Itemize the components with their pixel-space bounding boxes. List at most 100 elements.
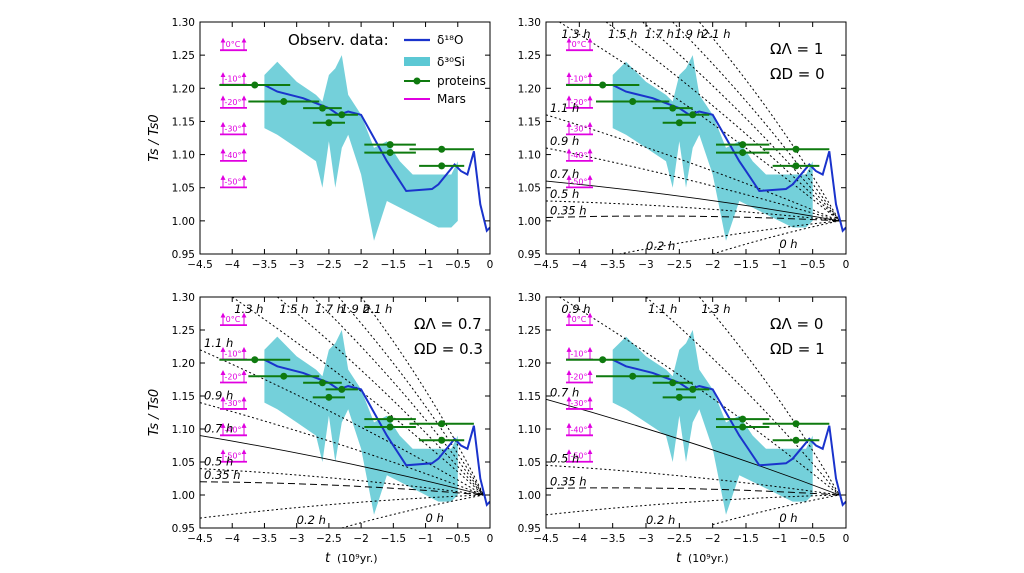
mars-label: -20° xyxy=(224,98,241,107)
curve-label: 1.1 h xyxy=(550,101,579,115)
x-tick-label: −4.5 xyxy=(533,533,559,545)
protein-point xyxy=(792,145,800,153)
protein-point xyxy=(438,436,446,444)
protein-point xyxy=(438,145,446,153)
panel-top-right: 0°C -10° -20° -30° -40° -50° 2.1 h1.9 h1.7 h 1.… xyxy=(518,17,850,271)
theory-curve xyxy=(200,435,484,496)
y-tick-label: 1.00 xyxy=(518,490,541,502)
mars-label: -20° xyxy=(570,98,587,107)
protein-point xyxy=(675,119,683,127)
protein-point xyxy=(599,81,607,89)
theory-curve xyxy=(605,22,840,222)
y-tick-label: 1.10 xyxy=(172,424,195,436)
y-tick-label: 1.30 xyxy=(518,292,541,304)
x-tick-label: −4 xyxy=(224,533,240,545)
x-tick-label: −1.5 xyxy=(381,259,407,271)
x-tick-label: −4.5 xyxy=(533,259,559,271)
x-axis-label-symbol: t xyxy=(325,551,331,566)
panel-plot-area: 0°C -10° -20° -30° -40° -50° xyxy=(200,297,490,528)
panel-plot-area: 0°C -10° -20° -30° -40° -50° xyxy=(546,297,846,526)
protein-point xyxy=(251,356,259,364)
x-tick-label: −2.5 xyxy=(667,533,693,545)
curve-label: 0.5 h xyxy=(550,451,579,465)
x-tick-label: −3 xyxy=(289,259,304,271)
protein-point xyxy=(669,379,677,387)
protein-point xyxy=(739,149,747,157)
x-tick-label: −4 xyxy=(224,259,240,271)
curve-label: 1.1 h xyxy=(204,336,233,350)
x-tick-label: −4.5 xyxy=(187,259,213,271)
panel-bottom-left: 0°C -10° -20° -30° -40° -50° 2.1 h1.9 h1.7 h 1.… xyxy=(147,292,493,566)
protein-point xyxy=(318,379,326,387)
oxygen-line xyxy=(612,358,846,507)
x-axis-label-unit: (10⁹yr.) xyxy=(688,552,729,565)
legend-title: Observ. data: xyxy=(288,31,389,49)
y-tick-label: 1.15 xyxy=(518,391,541,403)
protein-point xyxy=(739,415,747,423)
curve-label: 0.2 h xyxy=(646,239,675,253)
x-tick-label: −3.5 xyxy=(252,259,278,271)
legend-proteins-label: proteins xyxy=(437,74,486,88)
x-tick-label: −2 xyxy=(353,533,368,545)
x-tick-label: −3.5 xyxy=(600,259,626,271)
legend-silicon-label: δ³⁰Si xyxy=(437,55,465,69)
mars-label: 0°C xyxy=(226,40,241,49)
mars-label: 0°C xyxy=(226,315,241,324)
x-tick-label: −3 xyxy=(289,533,304,545)
mars-label: -50° xyxy=(224,452,241,461)
x-tick-label: −2.5 xyxy=(316,533,342,545)
y-tick-label: 1.10 xyxy=(172,150,195,162)
y-tick-label: 1.20 xyxy=(172,358,195,370)
y-tick-label: 0.95 xyxy=(518,523,541,535)
curve-label: 2.1 h xyxy=(701,27,730,41)
mars-label: -30° xyxy=(224,399,241,408)
y-tick-label: 1.30 xyxy=(172,292,195,304)
omega-annotation: ΩΛ = 0.7 xyxy=(414,315,482,333)
x-tick-label: −1 xyxy=(418,533,433,545)
theory-curve xyxy=(546,215,840,222)
y-tick-label: 1.00 xyxy=(172,216,195,228)
theory-curve xyxy=(642,22,840,222)
protein-point xyxy=(792,162,800,170)
protein-point xyxy=(739,141,747,149)
x-tick-label: −2.5 xyxy=(316,259,342,271)
y-tick-label: 1.20 xyxy=(518,358,541,370)
x-tick-label: −1.5 xyxy=(733,259,759,271)
protein-point xyxy=(251,81,259,89)
mars-label: -50° xyxy=(570,177,587,186)
mars-label: -20° xyxy=(224,373,241,382)
theory-curve xyxy=(360,297,485,496)
y-tick-label: 1.05 xyxy=(518,183,541,195)
curve-label: 0 h xyxy=(779,237,797,251)
legend-oxygen-label: δ¹⁸O xyxy=(437,33,463,47)
curve-label: 0.2 h xyxy=(297,513,326,527)
curve-label: 0.7 h xyxy=(550,167,579,181)
x-tick-label: −1.5 xyxy=(733,533,759,545)
y-tick-label: 1.10 xyxy=(518,150,541,162)
protein-point xyxy=(792,436,800,444)
panel-plot-area: 0°C -10° -20° -30° -40° -50° xyxy=(546,22,846,254)
omega-annotation: ΩΛ = 0 xyxy=(770,315,823,333)
theory-curve xyxy=(546,464,840,496)
y-tick-label: 1.25 xyxy=(172,50,195,62)
curve-label: 0.9 h xyxy=(204,389,233,403)
y-tick-label: 1.20 xyxy=(172,83,195,95)
theory-curve xyxy=(546,487,840,496)
curve-label: 0 h xyxy=(779,511,797,525)
y-tick-label: 0.95 xyxy=(518,249,541,261)
panel-frame xyxy=(545,21,847,255)
curve-label: 1.7 h xyxy=(645,27,674,41)
mars-label: 0°C xyxy=(572,315,587,324)
theory-curve xyxy=(546,180,840,222)
x-tick-label: −3 xyxy=(638,533,653,545)
x-tick-label: −3 xyxy=(638,259,653,271)
theory-curve xyxy=(619,220,840,254)
theory-curve xyxy=(200,494,484,519)
panel-plot-area: 0°C -10° -20° -30° -40° -50° xyxy=(219,37,490,241)
oxygen-line xyxy=(612,84,846,233)
theory-curve xyxy=(200,468,484,496)
curve-label: 1.3 h xyxy=(701,302,730,316)
x-tick-label: −1 xyxy=(772,259,787,271)
x-axis-label-unit: (10⁹yr.) xyxy=(337,552,378,565)
